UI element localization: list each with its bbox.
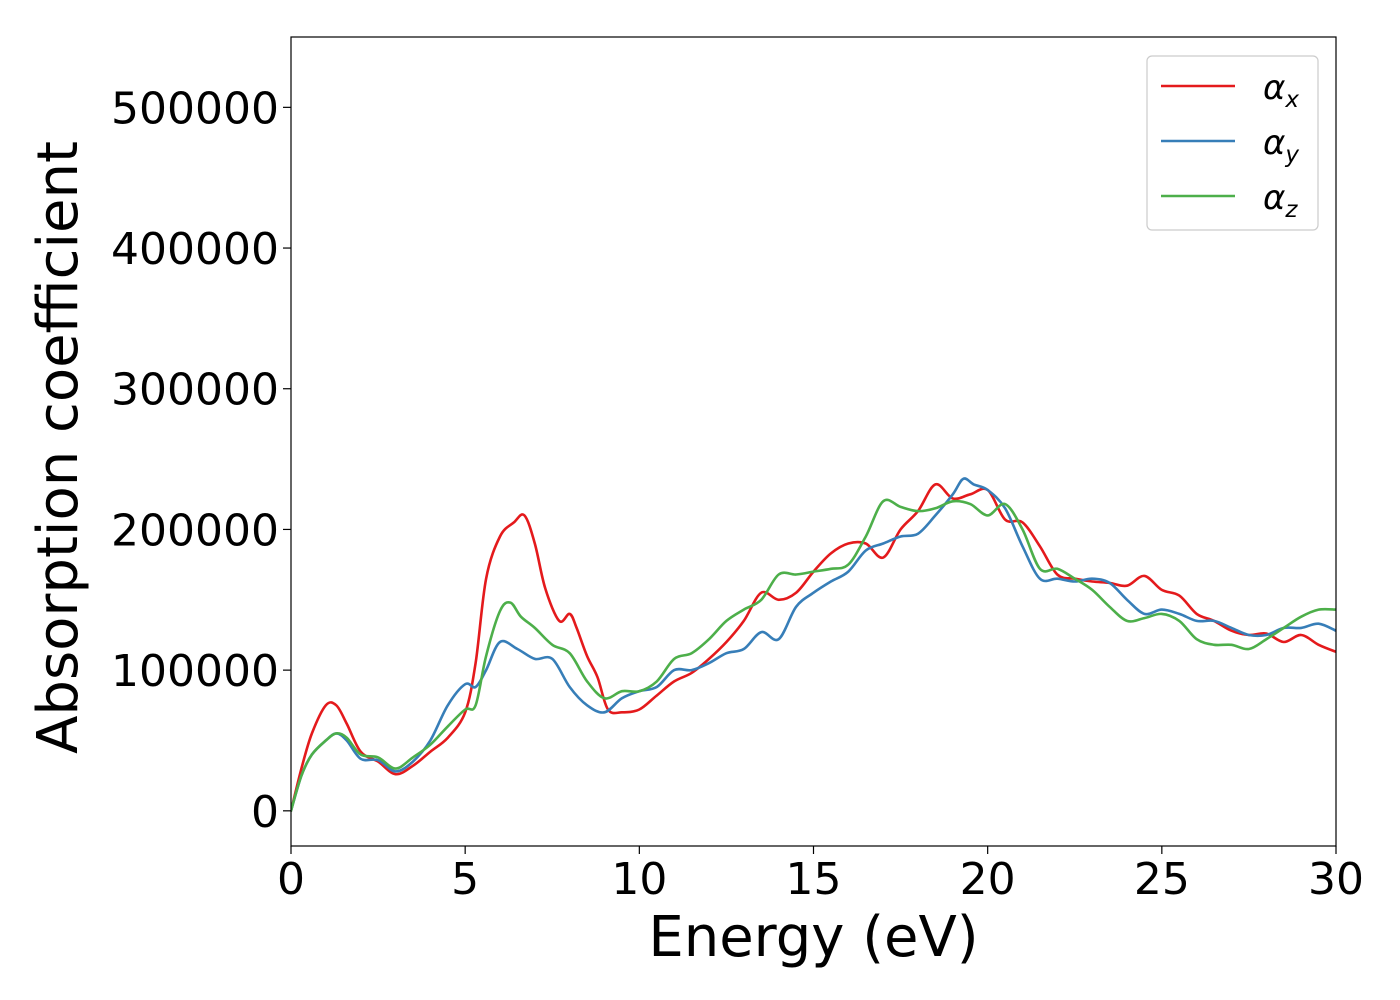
x-tick-label: 15	[786, 854, 842, 905]
y-tick-label: 200000	[111, 505, 279, 556]
series-lines	[291, 477, 1336, 813]
legend-label-symbol: α	[1263, 123, 1285, 163]
legend-box	[1146, 55, 1319, 231]
y-axis-title: Absorption coefficient	[26, 141, 91, 754]
y-tick-label: 100000	[111, 646, 279, 697]
legend-label-symbol: α	[1263, 178, 1285, 218]
x-axis-ticks: 0 5 10 15 20 25 30	[277, 846, 1364, 905]
series-line-z	[291, 498, 1336, 813]
legend-label-subscript: x	[1284, 87, 1299, 113]
y-tick-label: 500000	[111, 83, 279, 134]
y-tick-label: 400000	[111, 224, 279, 275]
legend-label-symbol: α	[1263, 68, 1285, 108]
y-tick-label: 0	[251, 787, 279, 838]
legend-label-subscript: y	[1284, 142, 1299, 168]
x-tick-label: 5	[451, 854, 479, 905]
x-axis-title: Energy (eV)	[648, 905, 978, 970]
y-axis-ticks: 0 100000 200000 300000 400000 500000	[111, 83, 291, 838]
x-tick-label: 25	[1134, 854, 1190, 905]
x-tick-label: 20	[960, 854, 1016, 905]
x-tick-label: 10	[611, 854, 667, 905]
legend-label-y: αy	[1263, 123, 1299, 168]
x-tick-label: 30	[1308, 854, 1364, 905]
legend-label-z: αz	[1263, 178, 1298, 223]
x-tick-label: 0	[277, 854, 305, 905]
legend-label-subscript: z	[1284, 197, 1298, 223]
series-line-x	[291, 483, 1336, 813]
y-tick-label: 300000	[111, 365, 279, 416]
series-line-y	[291, 477, 1336, 813]
legend-label-x: αx	[1263, 68, 1299, 113]
